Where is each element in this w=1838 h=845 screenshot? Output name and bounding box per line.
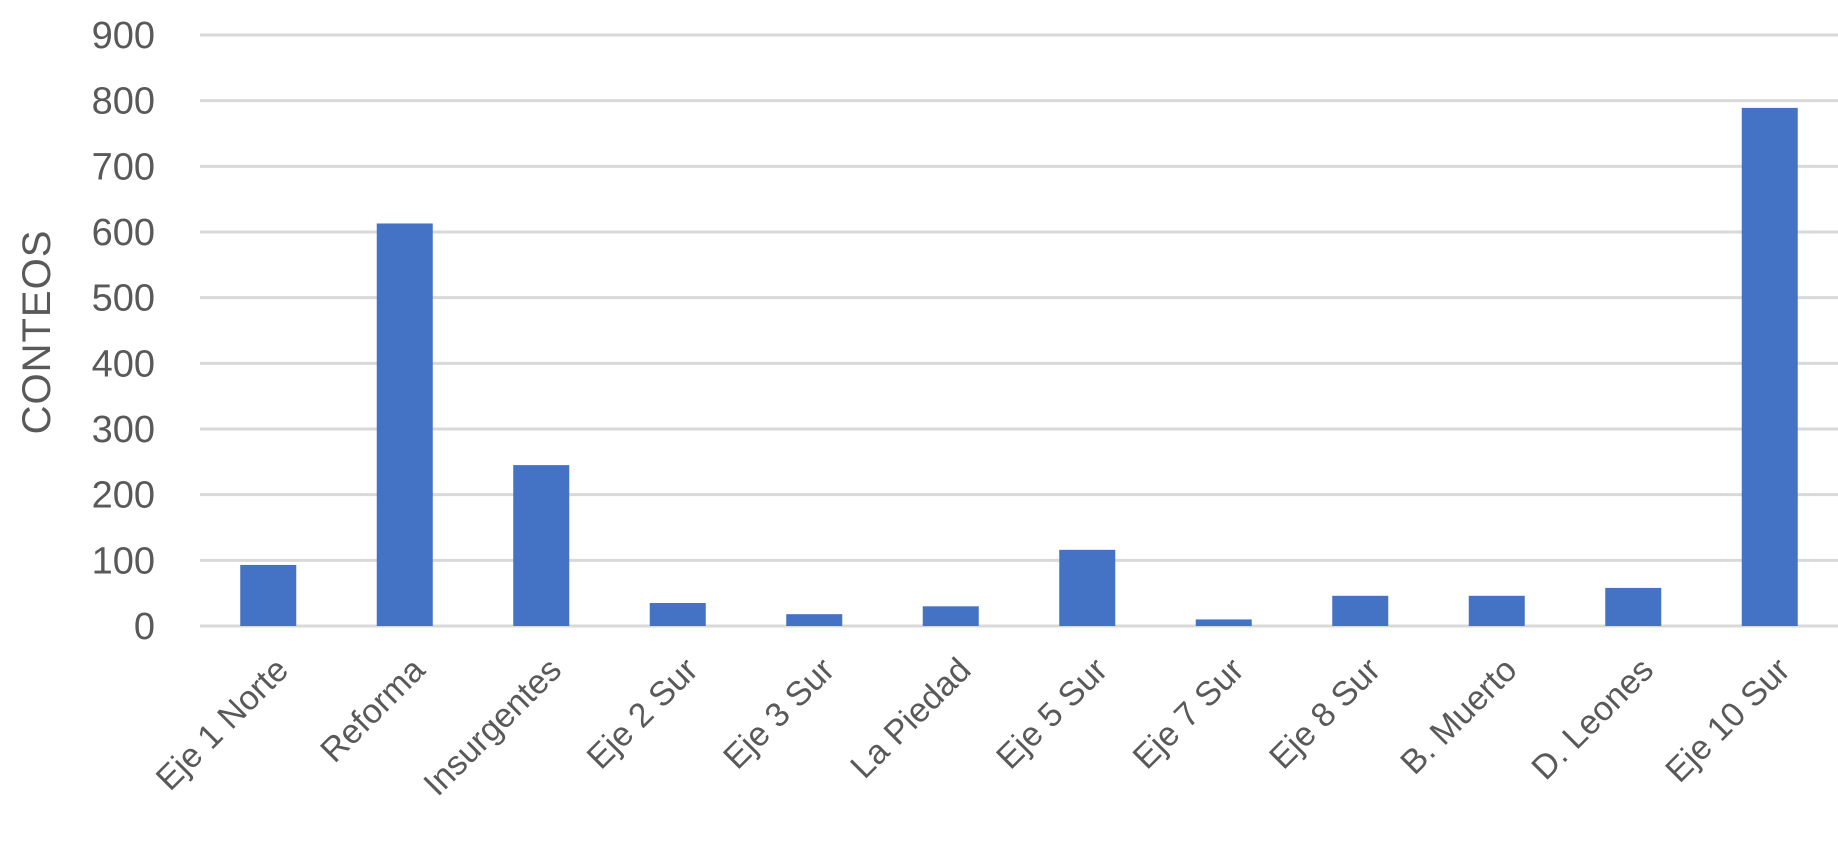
x-tick-label: D. Leones xyxy=(1524,651,1660,787)
y-tick-label: 100 xyxy=(92,540,155,582)
x-tick-label: Eje 7 Sur xyxy=(1126,651,1252,777)
x-tick-label: Reforma xyxy=(313,651,432,770)
bar xyxy=(240,564,297,626)
y-tick-label: 700 xyxy=(92,146,155,188)
x-tick-label: La Piedad xyxy=(843,651,978,786)
bar xyxy=(1059,549,1116,626)
y-tick-label: 200 xyxy=(92,475,155,517)
x-tick-label: Eje 2 Sur xyxy=(580,651,706,777)
y-axis-title: CONTEOS xyxy=(15,230,59,435)
x-tick-label: Eje 8 Sur xyxy=(1262,651,1388,777)
x-tick-label: Eje 1 Norte xyxy=(149,651,296,798)
bar xyxy=(649,603,706,626)
y-tick-label: 800 xyxy=(92,81,155,123)
bar xyxy=(1332,595,1389,626)
y-tick-label: 600 xyxy=(92,212,155,254)
bar xyxy=(513,465,570,626)
x-tick-label: Insurgentes xyxy=(416,651,569,804)
bars xyxy=(240,107,1798,627)
x-tick-label: Eje 5 Sur xyxy=(989,651,1115,777)
bar xyxy=(1605,587,1662,626)
y-tick-label: 900 xyxy=(92,15,155,57)
y-tick-label: 300 xyxy=(92,409,155,451)
x-tick-label: B. Muerto xyxy=(1393,651,1524,782)
gridlines xyxy=(200,33,1838,628)
bar xyxy=(1468,595,1525,626)
y-tick-label: 0 xyxy=(134,606,155,648)
bar xyxy=(922,606,979,626)
bar xyxy=(786,614,843,626)
bar xyxy=(1195,619,1252,626)
bar xyxy=(1741,107,1798,626)
y-tick-label: 400 xyxy=(92,343,155,385)
x-tick-label: Eje 3 Sur xyxy=(716,651,842,777)
y-axis-ticks: 0 100 200 300 400 500 600 700 800 900 xyxy=(92,15,155,648)
bar xyxy=(376,223,433,627)
x-tick-label: Eje 10 Sur xyxy=(1658,651,1797,790)
y-tick-label: 500 xyxy=(92,278,155,320)
